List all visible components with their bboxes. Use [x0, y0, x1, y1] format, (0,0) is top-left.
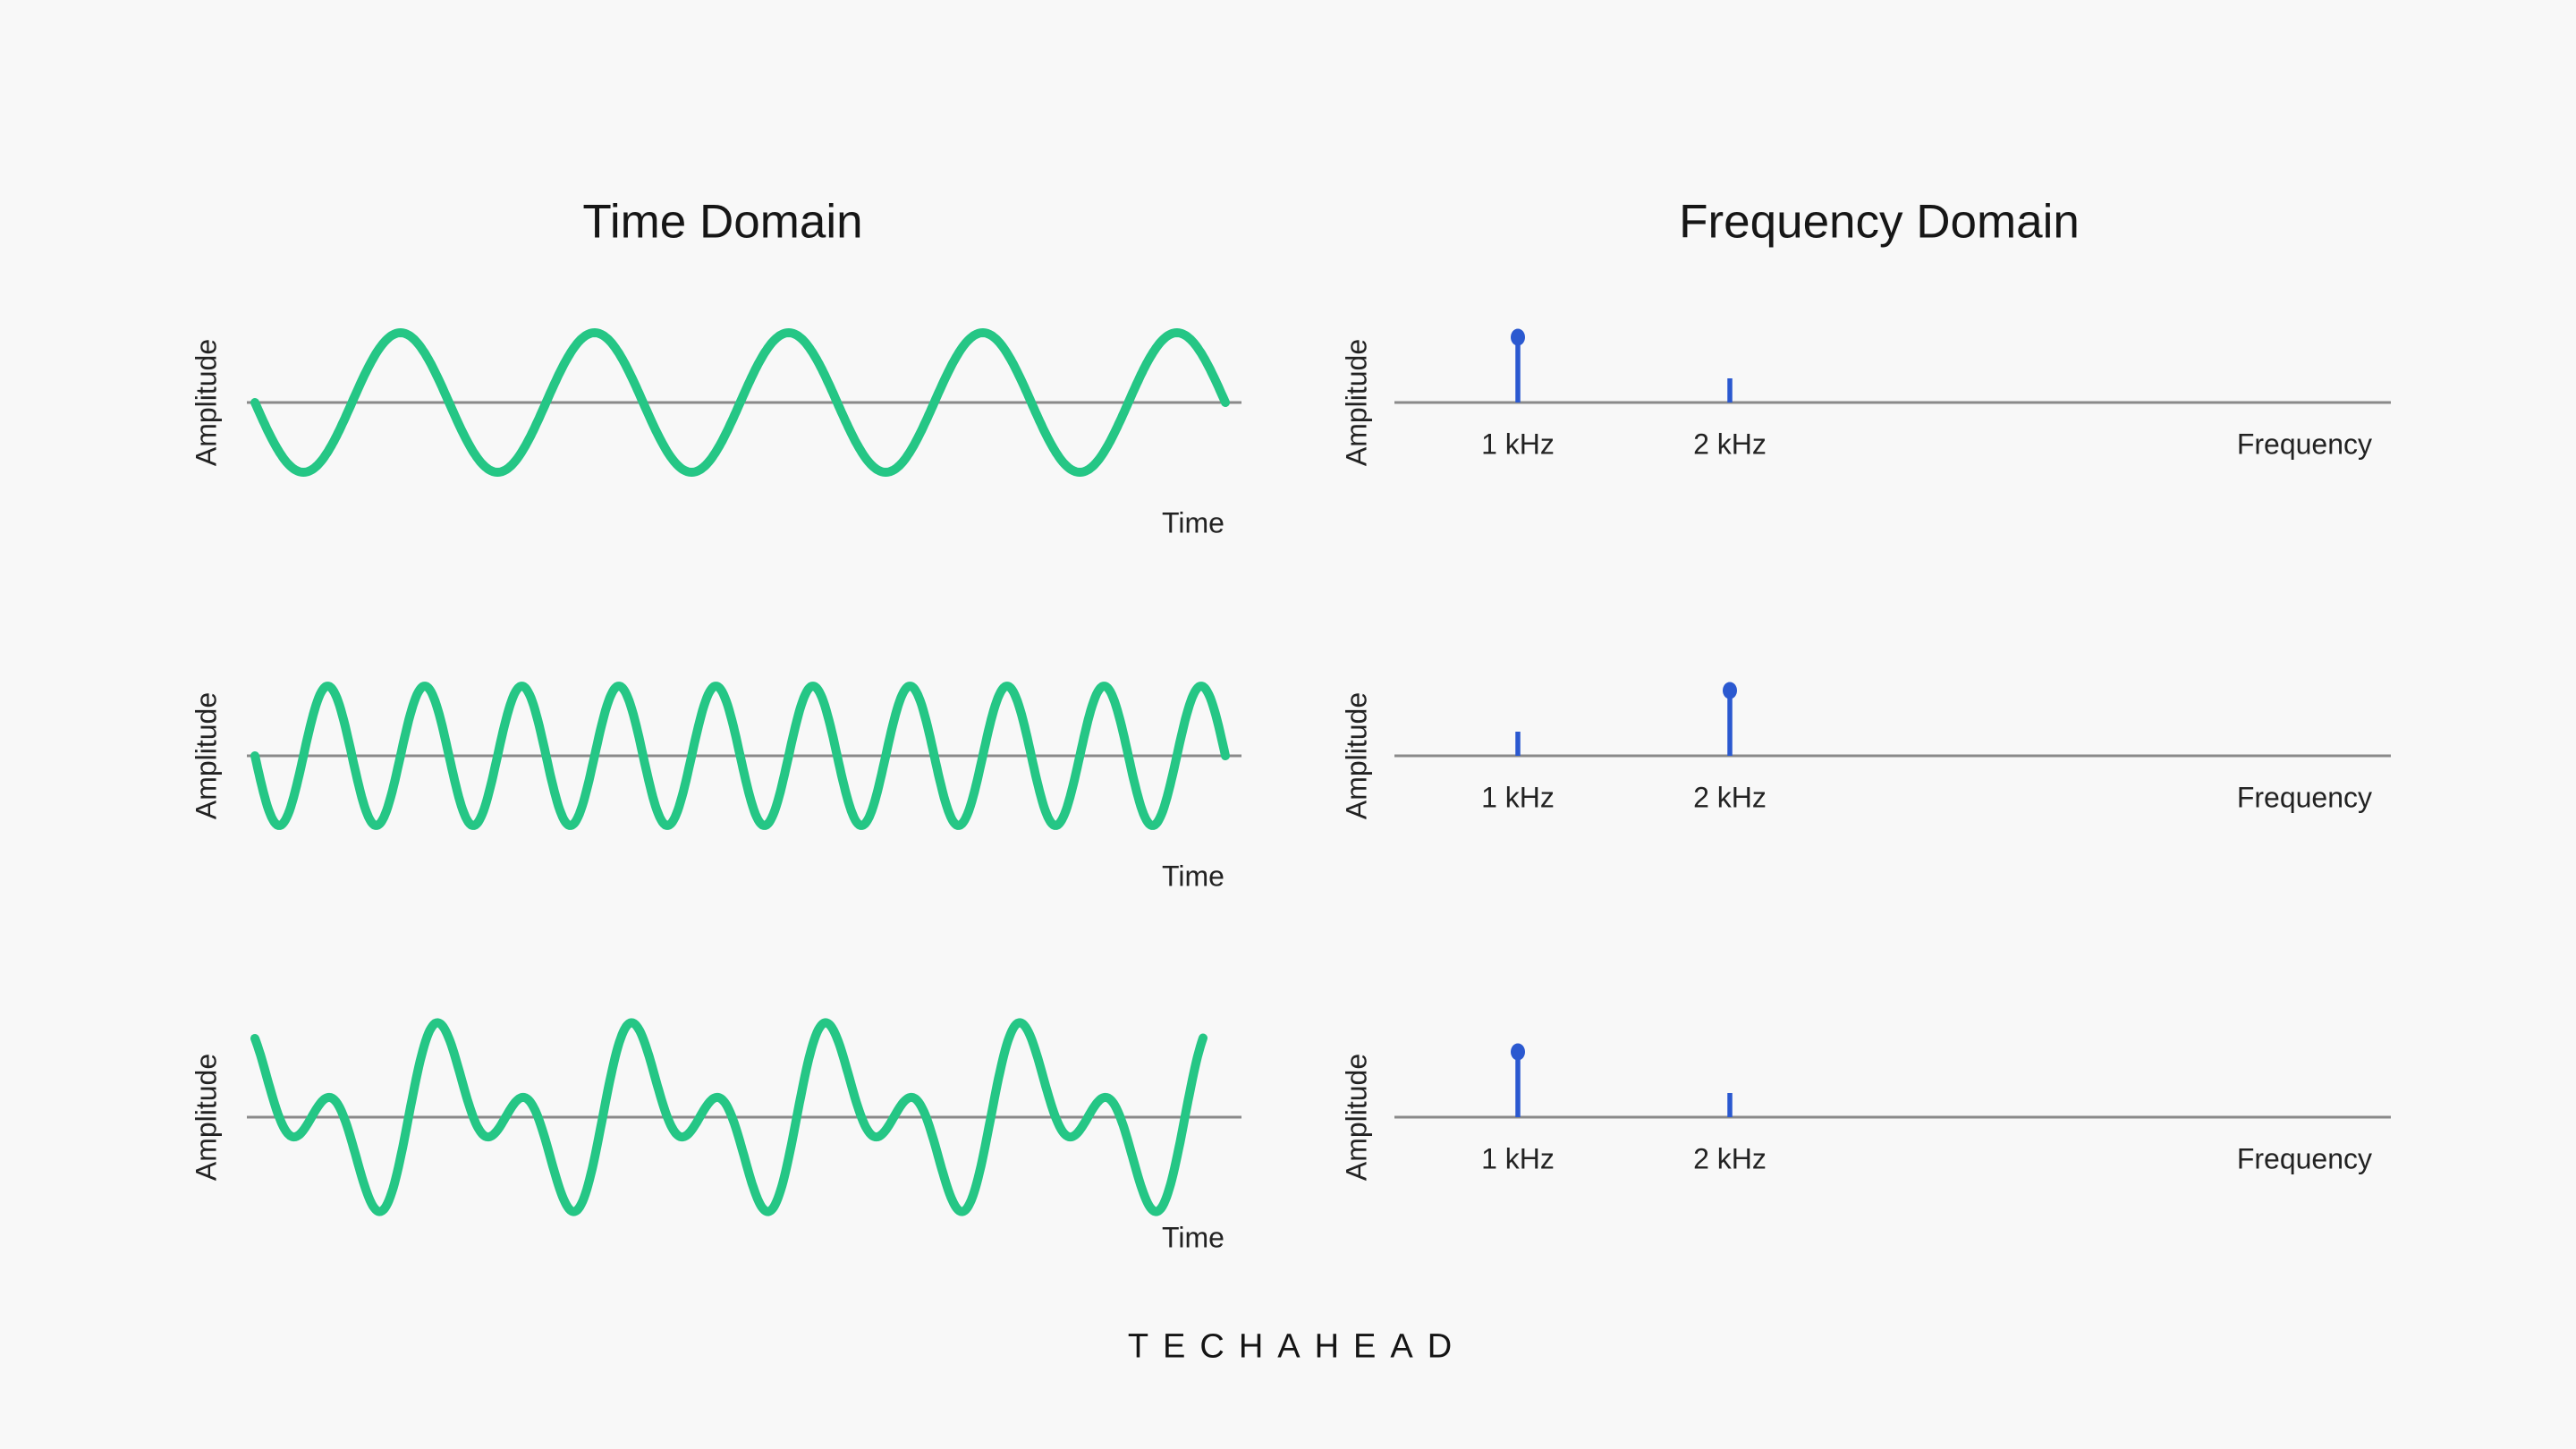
freq-plot-3-amplitude-label: Amplitude [1340, 1053, 1373, 1182]
frequency-domain-plot-3 [1394, 1043, 2391, 1119]
frequency-domain-plot-1 [1394, 328, 2391, 404]
time-plot-1-time-label: Time [1162, 506, 1224, 539]
freq-plot-2-frequency-label: Frequency [2236, 781, 2372, 814]
time-plot-2-amplitude-label: Amplitude [190, 691, 223, 820]
time-plot-2-time-label: Time [1162, 860, 1224, 893]
freq-plot-3-tick-2khz: 2 kHz [1693, 1142, 1767, 1175]
freq-plot-2-tick-2khz: 2 kHz [1693, 781, 1767, 814]
freq-plot-2-amplitude-label: Amplitude [1340, 691, 1373, 820]
time-domain-plot-1 [247, 328, 1241, 477]
techahead-watermark: TECHAHEAD [1127, 1327, 1467, 1366]
frequency-domain-title: Frequency Domain [1679, 195, 2080, 249]
time-plot-1-amplitude-label: Amplitude [190, 338, 223, 467]
freq-plot-3-frequency-label: Frequency [2236, 1142, 2372, 1175]
time-plot-3-amplitude-label: Amplitude [190, 1053, 223, 1182]
time-domain-plot-3 [247, 1018, 1241, 1216]
time-domain-title: Time Domain [582, 195, 863, 249]
freq-plot-1-amplitude-label: Amplitude [1340, 338, 1373, 467]
freq-plot-3-tick-1khz: 1 kHz [1481, 1142, 1555, 1175]
time-domain-plot-2 [247, 682, 1241, 830]
freq-plot-1-tick-2khz: 2 kHz [1693, 428, 1767, 461]
time-plot-3-time-label: Time [1162, 1221, 1224, 1254]
freq-plot-2-tick-1khz: 1 kHz [1481, 781, 1555, 814]
frequency-domain-plot-2 [1394, 682, 2391, 758]
freq-plot-1-tick-1khz: 1 kHz [1481, 428, 1555, 461]
freq-plot-1-frequency-label: Frequency [2236, 428, 2372, 461]
